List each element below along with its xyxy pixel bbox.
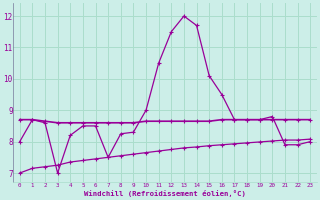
X-axis label: Windchill (Refroidissement éolien,°C): Windchill (Refroidissement éolien,°C)	[84, 190, 246, 197]
